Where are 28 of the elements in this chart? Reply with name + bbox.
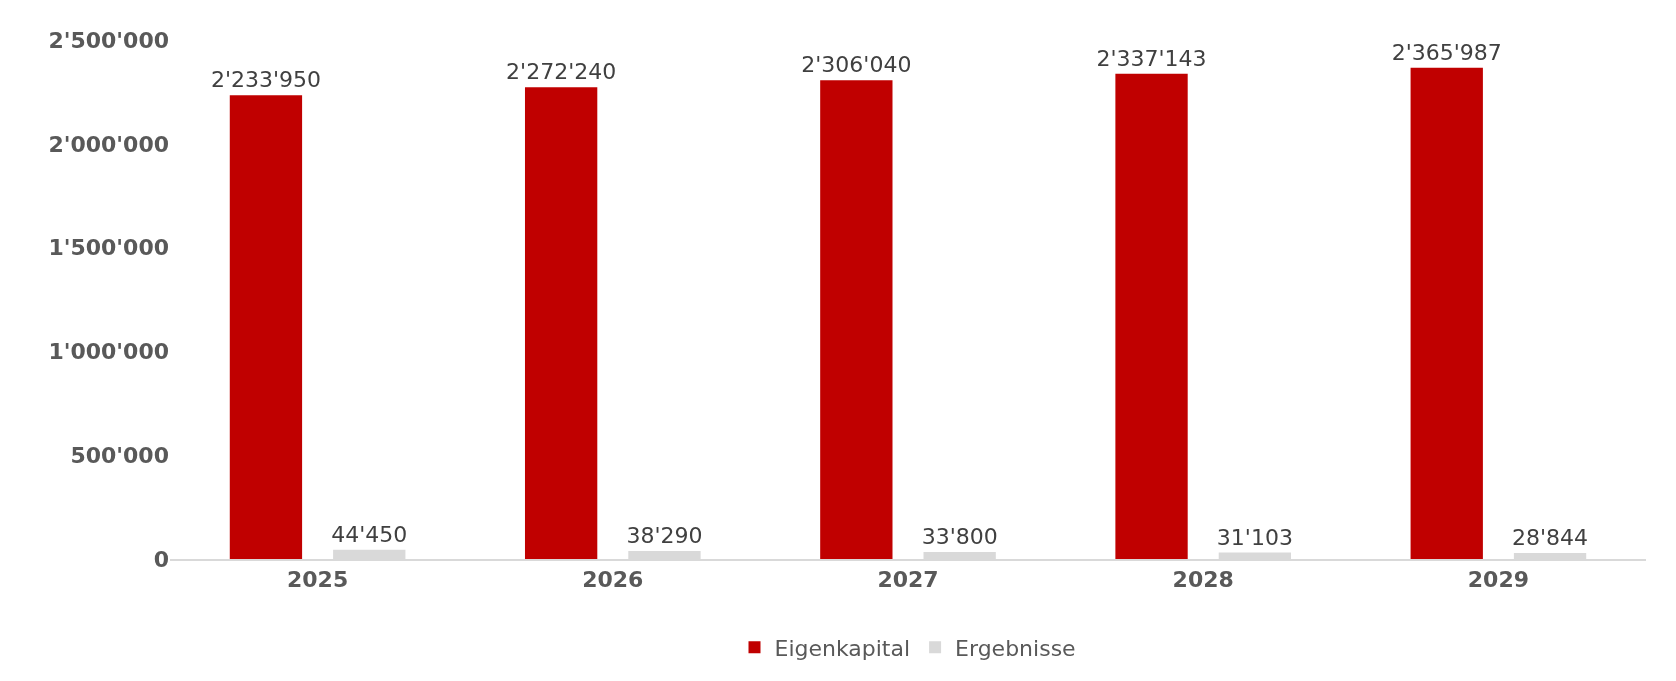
y-tick-label: 2'500'000 (48, 27, 169, 53)
data-label: 31'103 (1216, 524, 1293, 550)
x-tick-label: 2029 (1467, 567, 1530, 593)
bar (820, 80, 893, 559)
data-label: 2'233'950 (210, 67, 321, 93)
data-label: 38'290 (626, 523, 703, 549)
y-tick-label: 2'000'000 (48, 131, 169, 157)
x-tick-label: 2026 (582, 567, 644, 593)
legend-label: Eigenkapital (774, 635, 911, 661)
bar (524, 87, 598, 559)
x-tick-label: 2028 (1172, 567, 1234, 593)
x-tick-label: 2025 (286, 567, 349, 593)
y-tick-label: 1'500'000 (48, 235, 169, 261)
data-label: 33'800 (921, 523, 998, 549)
data-label: 2'337'143 (1096, 45, 1207, 71)
y-tick-label: 0 (153, 546, 169, 572)
data-label: 28'844 (1512, 525, 1589, 551)
x-tick-label: 2027 (877, 567, 939, 593)
data-label: 44'450 (331, 521, 408, 547)
y-tick-label: 1'000'000 (48, 339, 169, 365)
legend-label: Ergebnisse (955, 635, 1076, 661)
y-tick-label: 500'000 (70, 442, 169, 468)
bar (1410, 67, 1483, 559)
data-label: 2'365'987 (1391, 39, 1502, 65)
bar (1115, 73, 1188, 559)
bar (229, 95, 303, 559)
data-label: 2'272'240 (506, 59, 617, 85)
data-label: 2'306'040 (801, 52, 912, 78)
